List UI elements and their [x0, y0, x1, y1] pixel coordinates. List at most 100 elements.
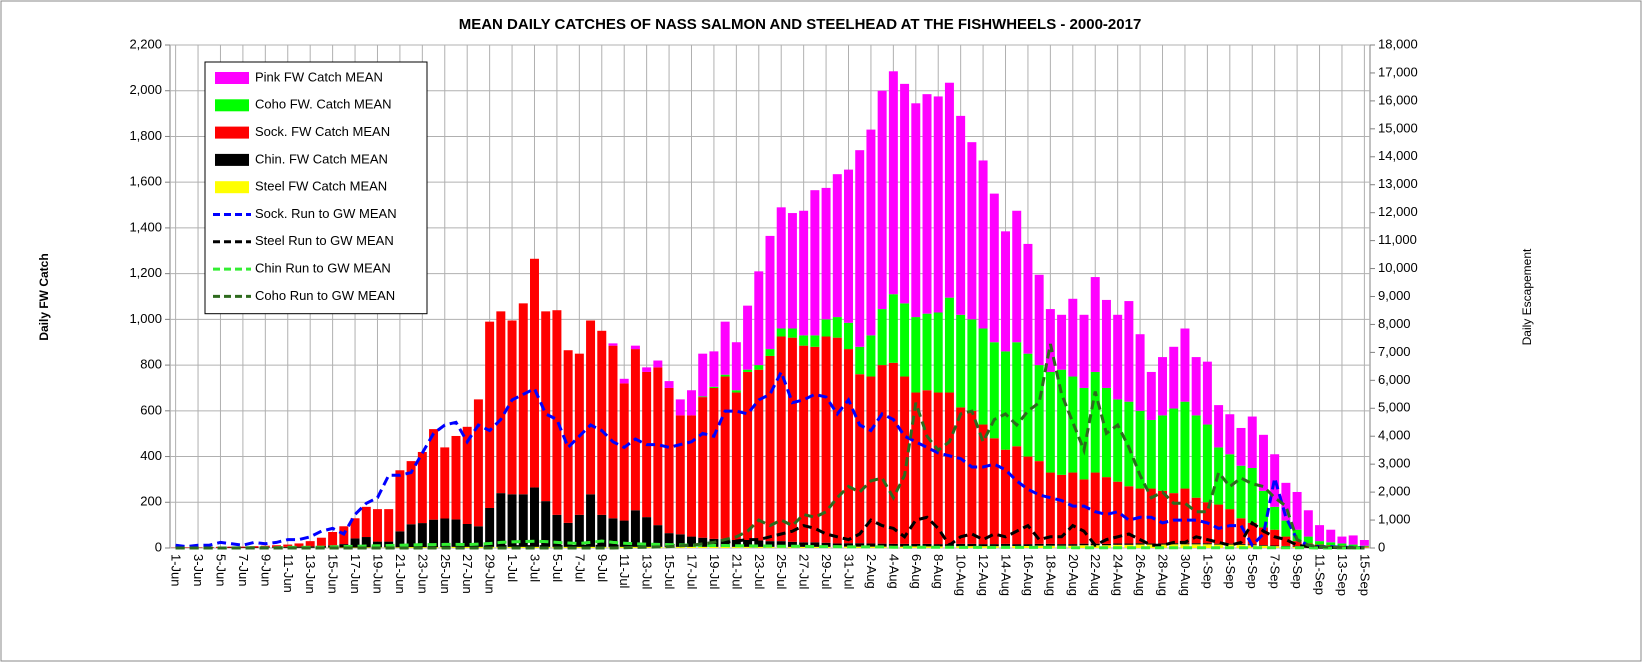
x-tick-label: 3-Jul [527, 554, 542, 582]
x-tick-label: 17-Jun [348, 554, 363, 594]
bar [676, 399, 685, 415]
bar [485, 508, 494, 547]
bar [519, 494, 528, 547]
y-tick-label: 2,000 [129, 82, 162, 97]
bar [1259, 545, 1268, 546]
y2-tick-label: 12,000 [1378, 204, 1418, 219]
y-axis-title: Daily FW Catch [37, 253, 51, 340]
bar [519, 303, 528, 494]
legend-label: Chin Run to GW MEAN [255, 261, 391, 276]
bar [1237, 428, 1246, 466]
bar [530, 259, 539, 488]
bar [1023, 244, 1032, 354]
bar [440, 447, 449, 518]
y2-tick-label: 17,000 [1378, 64, 1418, 79]
bar [1102, 477, 1111, 544]
x-tick-label: 4-Aug [886, 554, 901, 589]
bar [1102, 544, 1111, 545]
chart-title: MEAN DAILY CATCHES OF NASS SALMON AND ST… [459, 16, 1142, 33]
y-tick-label: 1,200 [129, 265, 162, 280]
bar [586, 494, 595, 547]
x-tick-label: 29-Jul [819, 554, 834, 590]
x-tick-label: 7-Sep [1268, 554, 1283, 589]
bar [1203, 425, 1212, 503]
bar [1124, 543, 1133, 544]
bar [990, 438, 999, 544]
bar [609, 346, 618, 519]
bar [631, 510, 640, 547]
bar [1001, 450, 1010, 544]
bar [777, 329, 786, 337]
bar [597, 331, 606, 515]
bar [1091, 473, 1100, 544]
legend-swatch [215, 127, 249, 139]
bar [934, 96, 943, 312]
bar [676, 415, 685, 534]
y2-tick-label: 9,000 [1378, 288, 1411, 303]
bar [1068, 473, 1077, 545]
bar [1326, 542, 1335, 545]
bar [855, 347, 864, 374]
bar [923, 390, 932, 544]
bar [1214, 405, 1223, 447]
bar [844, 323, 853, 349]
bar [855, 374, 864, 543]
bar [709, 387, 718, 388]
x-tick-label: 25-Jul [774, 554, 789, 590]
bar [911, 103, 920, 317]
bar [1113, 399, 1122, 481]
y2-tick-label: 5,000 [1378, 400, 1411, 415]
y2-tick-label: 11,000 [1378, 232, 1417, 247]
bar [1068, 299, 1077, 377]
bar [754, 271, 763, 365]
y-tick-label: 400 [140, 448, 162, 463]
bar [1192, 357, 1201, 415]
bar [799, 211, 808, 336]
bar [822, 319, 831, 336]
y2-tick-label: 4,000 [1378, 428, 1411, 443]
bar [1315, 525, 1324, 541]
bar [967, 319, 976, 410]
bar [1248, 417, 1257, 468]
bar [1203, 543, 1212, 544]
bar [586, 321, 595, 495]
legend-label: Coho Run to GW MEAN [255, 288, 395, 303]
bar [1136, 543, 1145, 544]
y2-axis-title: Daily Escapement [1520, 248, 1534, 345]
bar [743, 306, 752, 370]
bar [1012, 342, 1021, 446]
bar [451, 436, 460, 519]
y-tick-label: 0 [155, 539, 162, 554]
bar [317, 538, 326, 546]
bar [990, 194, 999, 343]
bar [474, 399, 483, 526]
x-tick-label: 1-Sep [1200, 554, 1215, 589]
bar [1001, 231, 1010, 351]
bar [698, 547, 707, 548]
bar [1080, 544, 1089, 546]
bar [1293, 492, 1302, 530]
bar [1124, 402, 1133, 487]
bar [810, 347, 819, 542]
bar [1113, 315, 1122, 400]
y2-tick-label: 13,000 [1378, 176, 1418, 191]
bar [889, 294, 898, 363]
bar [945, 393, 954, 545]
x-tick-label: 25-Jun [438, 554, 453, 594]
bar [1158, 357, 1167, 415]
bar [1068, 544, 1077, 546]
bar [878, 91, 887, 309]
bar [923, 314, 932, 391]
x-tick-label: 17-Jul [684, 554, 699, 590]
bar [810, 190, 819, 335]
bar [889, 71, 898, 294]
bar [799, 335, 808, 345]
bar [1001, 351, 1010, 449]
bar [1046, 544, 1055, 546]
y-tick-label: 1,800 [129, 128, 162, 143]
bar [833, 317, 842, 338]
bar [1035, 461, 1044, 544]
x-tick-label: 3-Sep [1223, 554, 1238, 589]
legend-swatch [215, 99, 249, 111]
